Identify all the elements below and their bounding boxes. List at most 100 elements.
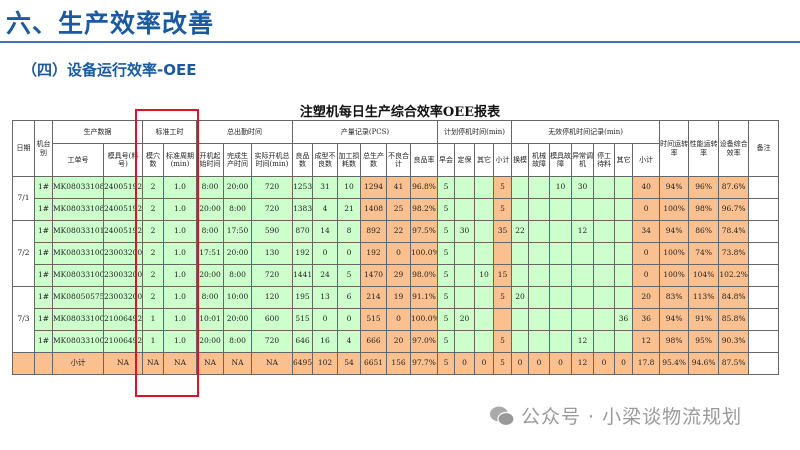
table-cell: 15 <box>493 264 513 287</box>
watermark-text: 公众号 · 小梁谈物流规划 <box>521 406 743 428</box>
table-cell: 646 <box>292 330 313 353</box>
table-cell <box>454 176 476 199</box>
table-cell: 94% <box>659 308 690 331</box>
table-cell: 10:00 <box>223 286 252 309</box>
date-cell: 7/2 <box>12 220 35 287</box>
table-cell: 104% <box>688 264 720 287</box>
table-cell: MK080331088 <box>52 198 104 221</box>
table-cell <box>748 330 780 353</box>
table-cell <box>571 242 595 265</box>
table-cell <box>593 220 616 243</box>
table-cell: 870 <box>292 220 313 243</box>
table-cell <box>593 198 616 221</box>
table-cell: 5 <box>437 330 456 353</box>
table-cell <box>528 264 551 287</box>
table-cell <box>748 176 780 199</box>
column-header: 其它 <box>474 143 495 177</box>
subtotal-cell <box>34 352 53 375</box>
column-header: 早会 <box>437 143 456 177</box>
table-cell <box>528 176 551 199</box>
subtotal-cell: 87.5% <box>718 352 750 375</box>
page-title: 六、生产效率改善 <box>6 9 215 38</box>
table-cell: 1# <box>34 286 53 309</box>
oee-report-table: 日期 机台别 生产数据 标准工时 总出勤时间 产量记录(PCS) 计划停机时间(… <box>12 120 780 375</box>
table-cell: 1383 <box>292 198 313 221</box>
table-cell: 1408 <box>360 198 387 221</box>
header-perf-rate: 性能运转率 <box>688 120 720 177</box>
table-cell: 0 <box>386 242 411 265</box>
table-cell: 666 <box>360 330 387 353</box>
column-header: 小计 <box>632 143 661 177</box>
subtotal-cell: 156 <box>386 352 411 375</box>
table-cell: 90.3% <box>718 330 750 353</box>
table-cell: 20 <box>454 308 476 331</box>
header-production: 生产数据 <box>52 120 143 144</box>
column-header: 良品数 <box>292 143 313 177</box>
table-cell: 5 <box>493 176 513 199</box>
header-planned-stop: 计划停机时间(min) <box>437 120 513 144</box>
table-cell: 19 <box>386 286 411 309</box>
table-row: 1#MK08033100992100649211.010:0120:006005… <box>13 308 780 331</box>
table-cell: 5 <box>437 308 456 331</box>
section-subtitle: （四）设备运行效率-OEE <box>22 61 197 79</box>
header-remark: 备注 <box>748 120 780 177</box>
table-cell: 100% <box>659 242 690 265</box>
subtotal-cell: NA <box>163 352 197 375</box>
table-cell: 8:00 <box>223 264 252 287</box>
table-cell: 2 <box>142 242 164 265</box>
subtotal-cell: 102 <box>312 352 338 375</box>
table-cell <box>593 308 616 331</box>
table-cell <box>748 198 780 221</box>
table-cell: 515 <box>360 308 387 331</box>
table-cell: 20:00 <box>223 308 252 331</box>
table-cell: 41 <box>386 176 411 199</box>
table-cell: 20:00 <box>223 176 252 199</box>
table-cell: 8 <box>337 220 361 243</box>
table-cell: 0 <box>632 264 661 287</box>
subtotal-cell: NA <box>223 352 252 375</box>
table-cell <box>511 198 530 221</box>
column-header: 停工待料 <box>593 143 616 177</box>
table-cell: 12 <box>571 330 595 353</box>
header-date: 日期 <box>12 120 35 177</box>
table-cell: MK0803310025 <box>52 242 104 265</box>
table-cell: 21006492 <box>103 330 143 353</box>
table-cell: 0 <box>337 242 361 265</box>
header-output: 产量记录(PCS) <box>291 120 439 144</box>
table-row: 1#MK08033100992100649211.020:008:0072064… <box>13 330 780 353</box>
date-cell: 7/3 <box>12 286 35 353</box>
table-cell: 36 <box>632 308 661 331</box>
table-cell: 87.6% <box>718 176 750 199</box>
column-header: 异常调机 <box>571 143 595 177</box>
table-cell: 8:00 <box>196 220 224 243</box>
table-cell: 91% <box>688 308 720 331</box>
table-cell: 30 <box>571 176 595 199</box>
table-cell: 20 <box>511 286 530 309</box>
table-cell <box>748 308 780 331</box>
table-cell: 720 <box>251 176 293 199</box>
table-cell: 98% <box>659 330 690 353</box>
header-attendance: 总出勤时间 <box>196 120 293 144</box>
table-cell: 1294 <box>360 176 387 199</box>
table-cell: 21 <box>337 198 361 221</box>
table-cell: 12 <box>571 220 595 243</box>
table-cell: 24005192 <box>103 198 143 221</box>
table-cell <box>511 264 530 287</box>
column-header: 加工损耗数 <box>337 143 361 177</box>
table-cell: 720 <box>251 198 293 221</box>
table-cell: 10 <box>474 264 495 287</box>
date-cell: 7/1 <box>12 176 35 221</box>
subtotal-cell: 0 <box>528 352 551 375</box>
table-cell: 97.5% <box>409 220 439 243</box>
table-cell <box>511 242 530 265</box>
table-cell <box>549 286 573 309</box>
table-cell <box>528 220 551 243</box>
table-cell <box>614 264 634 287</box>
table-cell <box>474 242 495 265</box>
table-cell: 22 <box>386 220 411 243</box>
table-cell: 24 <box>312 264 338 287</box>
column-header: 完成生产时间 <box>223 143 252 177</box>
table-row: 7/11#MK0803310882400519221.08:0020:00720… <box>12 176 780 221</box>
table-cell <box>614 242 634 265</box>
table-cell: 5 <box>493 330 513 353</box>
